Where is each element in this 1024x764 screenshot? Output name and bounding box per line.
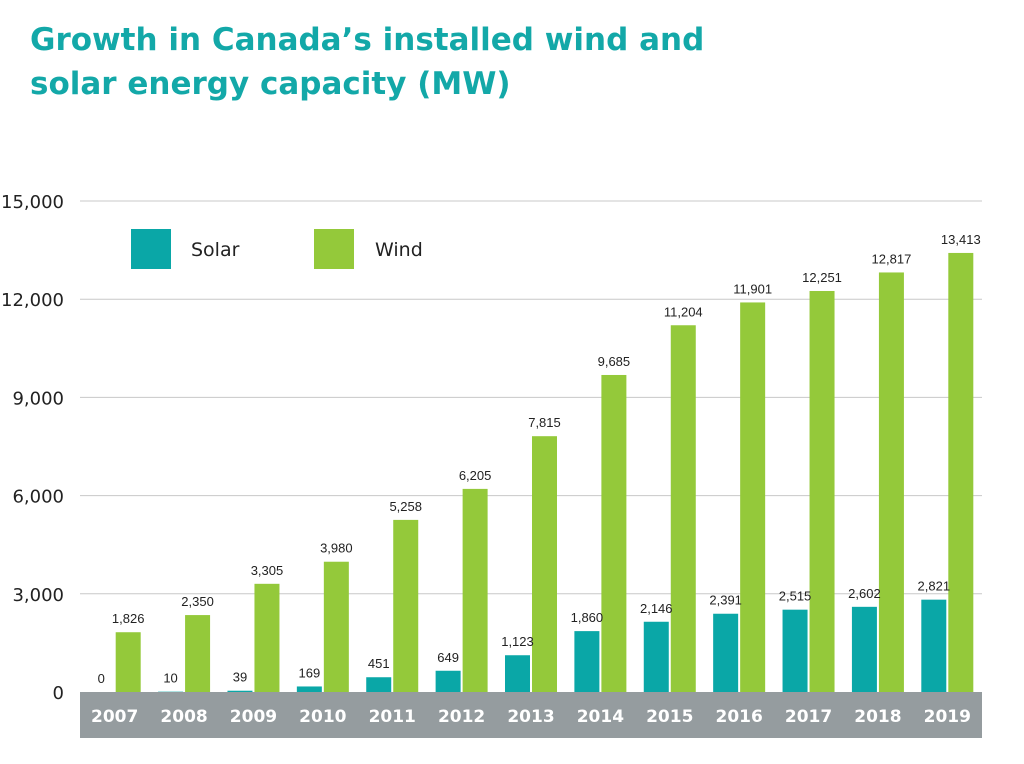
legend-swatch-wind bbox=[314, 229, 354, 269]
wind-data-label: 12,251 bbox=[802, 270, 842, 285]
wind-bar bbox=[185, 615, 211, 692]
solar-bar bbox=[296, 686, 322, 692]
chart-title: Growth in Canada’s installed wind and so… bbox=[30, 18, 704, 106]
solar-bar bbox=[574, 631, 600, 692]
x-tick-label: 2012 bbox=[438, 707, 485, 727]
wind-bar bbox=[740, 302, 766, 692]
solar-data-label: 1,860 bbox=[571, 610, 604, 625]
legend-label-solar: Solar bbox=[191, 239, 240, 261]
solar-bar bbox=[505, 655, 530, 692]
wind-data-label: 2,350 bbox=[181, 594, 214, 609]
wind-bar bbox=[115, 632, 141, 692]
wind-data-label: 13,413 bbox=[941, 232, 981, 247]
wind-bar bbox=[809, 290, 835, 692]
wind-data-label: 11,204 bbox=[664, 304, 703, 319]
solar-data-label: 2,515 bbox=[779, 589, 812, 604]
wind-data-label: 3,305 bbox=[251, 563, 284, 578]
wind-bar bbox=[601, 374, 627, 692]
x-tick-label: 2015 bbox=[646, 707, 693, 727]
solar-data-label: 649 bbox=[437, 650, 459, 665]
solar-data-label: 451 bbox=[368, 656, 390, 671]
wind-data-label: 9,685 bbox=[598, 354, 631, 369]
data-labels: 0 10 39 169 451 649 1,123 1,860 2,146 2,391 2,515 2… bbox=[98, 232, 981, 686]
solar-data-label: 1,123 bbox=[501, 634, 534, 649]
x-tick-label: 2019 bbox=[924, 707, 971, 727]
wind-bar bbox=[462, 488, 488, 692]
chart-title-line-1: Growth in Canada’s installed wind and bbox=[30, 22, 705, 58]
solar-bar bbox=[435, 670, 461, 692]
solar-data-label: 10 bbox=[163, 671, 177, 686]
y-tick-label: 12,000 bbox=[1, 290, 64, 311]
y-tick-label: 3,000 bbox=[12, 585, 64, 606]
solar-data-label: 2,391 bbox=[709, 593, 742, 608]
solar-bar bbox=[366, 677, 392, 692]
wind-data-label: 6,205 bbox=[459, 468, 492, 483]
x-axis-band bbox=[80, 692, 982, 738]
x-axis: 2007 2008 2009 2010 2011 2012 2013 2014 2015 2016… bbox=[80, 692, 982, 738]
x-tick-label: 2013 bbox=[507, 707, 554, 727]
x-tick-label: 2007 bbox=[91, 707, 138, 727]
wind-bar bbox=[532, 436, 557, 692]
solar-bar bbox=[851, 606, 877, 692]
solar-data-label: 169 bbox=[298, 665, 320, 680]
y-axis-tick-labels: 0 3,000 6,000 9,000 12,000 15,000 bbox=[1, 192, 64, 704]
y-tick-label: 15,000 bbox=[1, 192, 64, 213]
solar-data-label: 39 bbox=[233, 670, 247, 685]
solar-bar bbox=[227, 690, 253, 692]
y-tick-label: 6,000 bbox=[12, 487, 64, 508]
legend: Solar Wind bbox=[131, 229, 423, 269]
x-tick-label: 2016 bbox=[715, 707, 762, 727]
x-tick-label: 2017 bbox=[785, 707, 832, 727]
wind-data-label: 5,258 bbox=[389, 499, 422, 514]
solar-data-label: 0 bbox=[98, 671, 105, 686]
chart-title-line-2: solar energy capacity (MW) bbox=[30, 66, 511, 102]
wind-data-label: 7,815 bbox=[528, 415, 561, 430]
solar-bar bbox=[643, 621, 669, 692]
x-tick-label: 2014 bbox=[577, 707, 624, 727]
wind-bar bbox=[878, 272, 904, 692]
wind-bar bbox=[393, 519, 419, 692]
wind-bar bbox=[948, 252, 974, 692]
solar-data-label: 2,821 bbox=[918, 579, 951, 594]
wind-data-label: 3,980 bbox=[320, 541, 353, 556]
solar-data-label: 2,146 bbox=[640, 601, 673, 616]
wind-data-label: 12,817 bbox=[872, 251, 912, 266]
solar-bar bbox=[782, 609, 808, 692]
legend-swatch-solar bbox=[131, 229, 171, 269]
solar-data-label: 2,602 bbox=[848, 586, 881, 601]
wind-data-label: 1,826 bbox=[112, 611, 145, 626]
x-tick-label: 2010 bbox=[299, 707, 346, 727]
x-tick-label: 2011 bbox=[369, 707, 416, 727]
solar-bar bbox=[921, 599, 947, 692]
x-tick-label: 2018 bbox=[854, 707, 901, 727]
x-tick-label: 2008 bbox=[160, 707, 207, 727]
x-tick-label: 2009 bbox=[230, 707, 277, 727]
wind-bar bbox=[254, 583, 280, 692]
wind-bar bbox=[323, 561, 349, 692]
y-tick-label: 9,000 bbox=[12, 388, 64, 409]
legend-label-wind: Wind bbox=[375, 239, 423, 261]
bars bbox=[115, 252, 974, 692]
solar-bar bbox=[713, 613, 739, 692]
wind-bar bbox=[670, 325, 696, 692]
y-tick-label: 0 bbox=[53, 683, 64, 704]
wind-data-label: 11,901 bbox=[733, 281, 772, 296]
